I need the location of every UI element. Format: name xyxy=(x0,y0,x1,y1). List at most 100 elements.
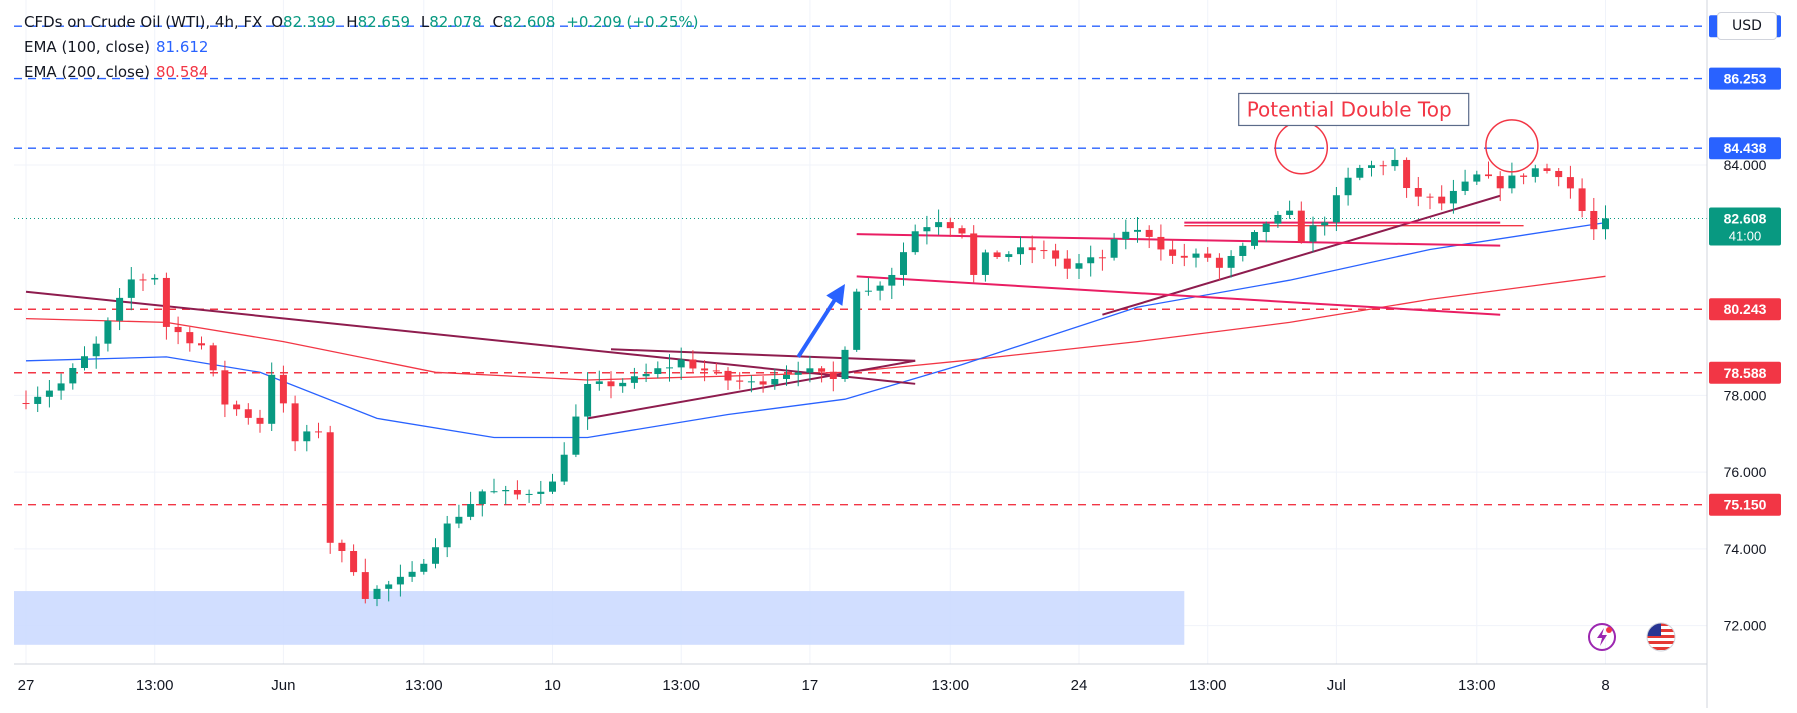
candle xyxy=(1368,160,1375,177)
high-label: H xyxy=(346,13,358,31)
candle xyxy=(1590,197,1598,240)
candle xyxy=(1578,178,1586,218)
candle-body xyxy=(853,291,861,350)
candle-body xyxy=(841,349,849,380)
candle-body xyxy=(92,343,100,357)
candle xyxy=(1204,247,1212,262)
x-tick-label: 13:00 xyxy=(136,677,174,694)
candle xyxy=(57,373,65,400)
candle-body xyxy=(268,374,276,424)
candle xyxy=(513,480,521,500)
candle-body xyxy=(864,290,872,292)
candle-body xyxy=(829,371,837,380)
candle xyxy=(92,336,100,369)
candle-body xyxy=(666,367,673,369)
y-tick-label: 74.000 xyxy=(1724,541,1767,557)
candle xyxy=(584,372,592,430)
candle xyxy=(1496,171,1504,202)
ema200-row[interactable]: EMA (200, close) 80.584 xyxy=(24,60,698,85)
candle xyxy=(1461,169,1469,196)
candle-body xyxy=(1110,239,1118,258)
candle xyxy=(560,442,568,485)
candle-body xyxy=(1426,196,1434,198)
price-label-78.588: 78.588 xyxy=(1724,365,1767,381)
candle xyxy=(69,363,77,390)
candle-body xyxy=(338,542,346,551)
candle xyxy=(256,409,264,433)
candle xyxy=(408,561,416,582)
candle xyxy=(162,272,170,340)
candle-body xyxy=(1473,174,1481,182)
candle xyxy=(1098,249,1106,271)
candle xyxy=(116,288,124,331)
candle-body xyxy=(1438,196,1446,204)
candle xyxy=(818,366,826,383)
candle xyxy=(712,362,720,375)
candle xyxy=(1321,216,1329,236)
candle-body xyxy=(1286,210,1294,215)
candle-body xyxy=(689,359,697,369)
candle-body xyxy=(1262,223,1270,233)
ema100-value: 81.612 xyxy=(155,38,209,56)
candle-body xyxy=(677,359,685,368)
chart-legend: CFDs on Crude Oil (WTI), 4h, FX O82.399 … xyxy=(24,10,698,85)
candle-body xyxy=(478,491,486,505)
candle-body xyxy=(701,368,709,371)
candle xyxy=(291,395,299,452)
open-value: 82.399 xyxy=(283,13,336,31)
candle-body xyxy=(139,279,147,281)
y-tick-label: 76.000 xyxy=(1724,464,1767,480)
candle xyxy=(853,288,861,352)
candle-body xyxy=(455,516,463,524)
candle xyxy=(864,277,872,296)
candle xyxy=(724,367,732,391)
ema200-value: 80.584 xyxy=(155,63,209,81)
price-label-bg xyxy=(1709,67,1781,90)
candle-body xyxy=(502,490,510,492)
candle xyxy=(1555,167,1563,187)
candle-body xyxy=(104,320,112,344)
candle xyxy=(1602,205,1609,240)
price-label-84.438: 84.438 xyxy=(1724,140,1767,156)
candle-body xyxy=(1075,263,1083,269)
candle-body xyxy=(1356,167,1364,178)
candle xyxy=(935,209,943,235)
x-tick-label: 27 xyxy=(18,677,35,694)
candle xyxy=(1192,248,1200,268)
candle xyxy=(338,539,346,563)
x-tick-label: 17 xyxy=(802,677,819,694)
candle-body xyxy=(946,222,954,229)
candle xyxy=(139,273,147,292)
candle xyxy=(911,224,919,255)
candle-body xyxy=(525,493,533,495)
annotations: Potential Double Top xyxy=(796,92,1539,359)
candle xyxy=(619,378,627,393)
open-label: O xyxy=(271,13,284,31)
candle xyxy=(829,361,837,392)
candle xyxy=(1169,239,1177,264)
candle-body xyxy=(654,368,662,375)
candle xyxy=(642,363,650,383)
candle-body xyxy=(396,576,404,585)
candle-body xyxy=(1309,225,1317,242)
us-flag-icon[interactable] xyxy=(1645,621,1677,653)
candle-body xyxy=(630,376,638,383)
candle xyxy=(81,346,88,371)
candle xyxy=(736,372,744,390)
lightning-icon[interactable] xyxy=(1586,621,1618,653)
candle-body xyxy=(1052,250,1060,259)
ema100-row[interactable]: EMA (100, close) 81.612 xyxy=(24,35,698,60)
candle xyxy=(1508,162,1516,194)
candle-body xyxy=(771,378,779,385)
candle xyxy=(1566,165,1574,199)
candle-body xyxy=(970,233,978,275)
ema200-label: EMA (200, close) xyxy=(24,63,150,81)
candle-body xyxy=(1461,181,1469,191)
currency-button[interactable]: USD xyxy=(1717,12,1777,40)
candle xyxy=(432,538,439,569)
candle-body xyxy=(923,227,931,232)
symbol-label[interactable]: CFDs on Crude Oil (WTI), 4h, FX xyxy=(24,13,263,31)
candle-body xyxy=(1122,231,1130,240)
